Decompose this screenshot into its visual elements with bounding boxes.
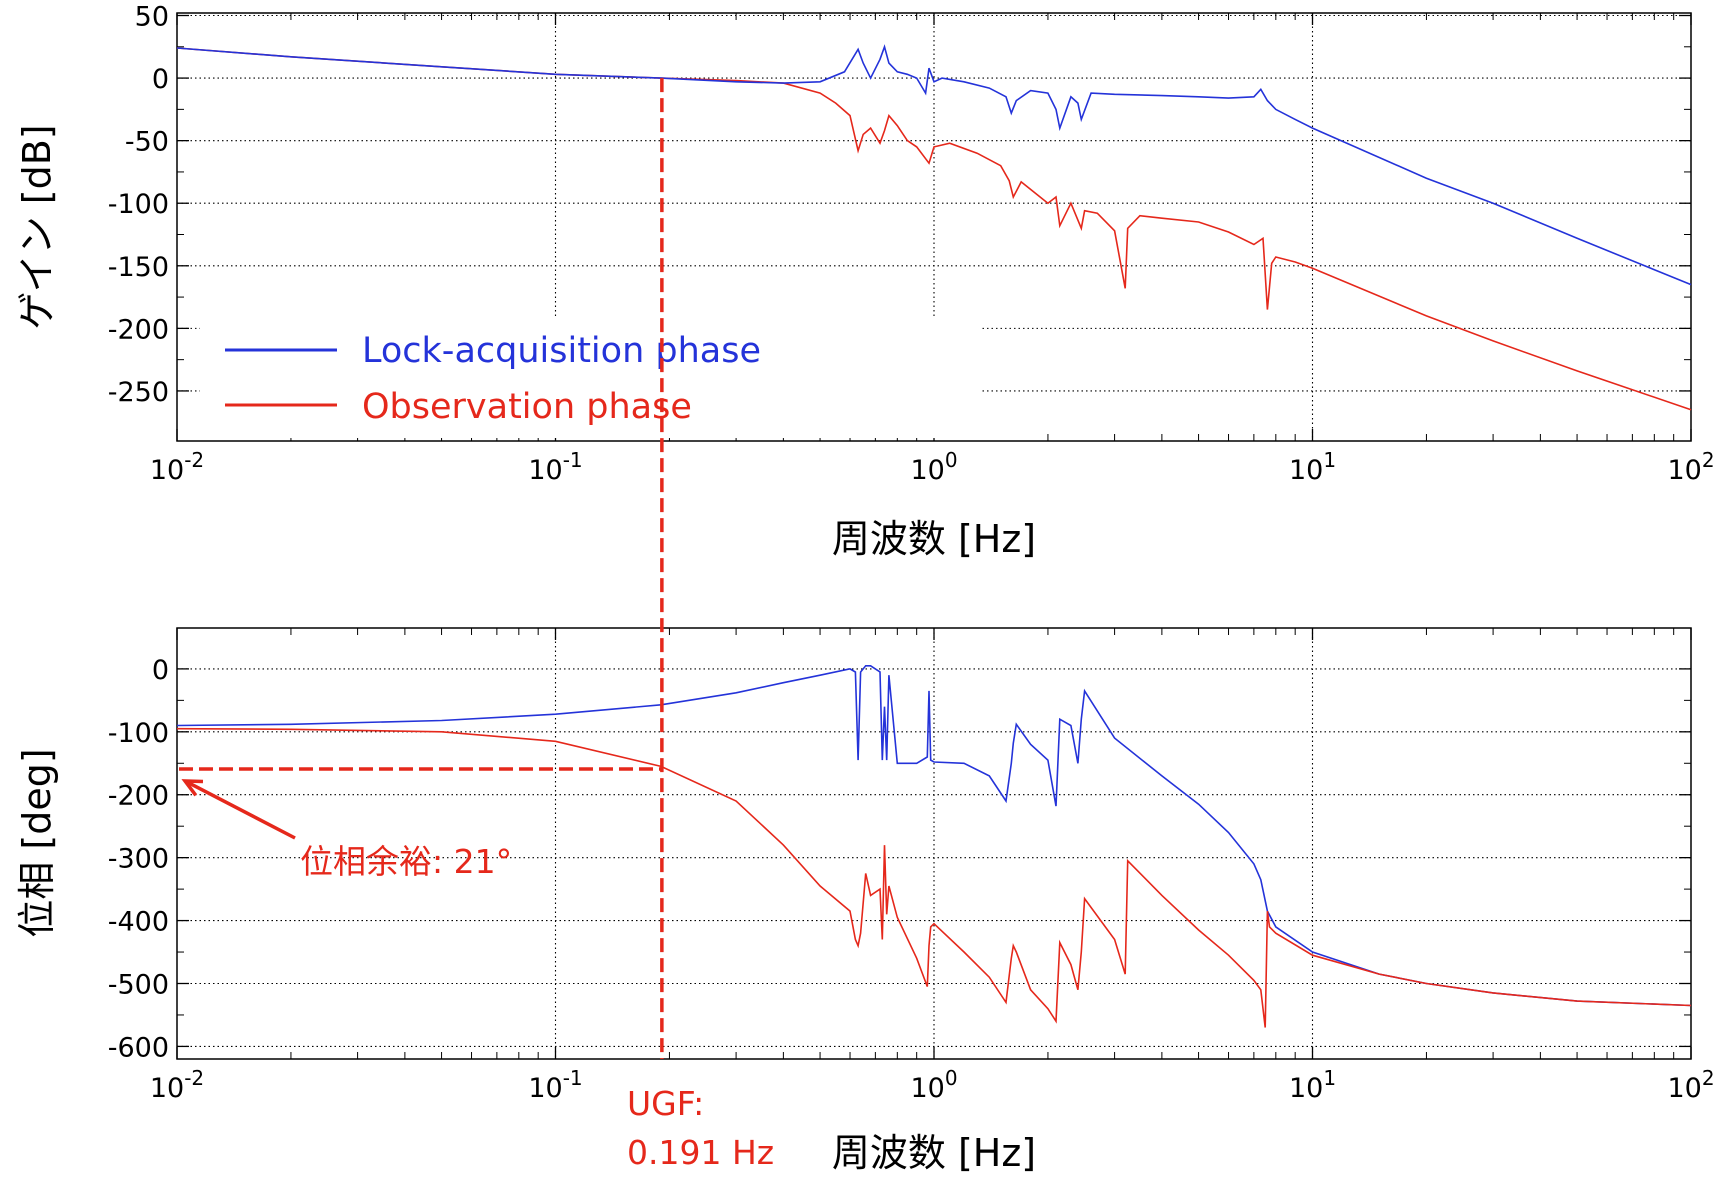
x-tick-label: 102 (1667, 1066, 1714, 1104)
gain-y-axis-label: ゲイン [dB] (15, 124, 59, 329)
x-tick-label: 10-1 (528, 448, 582, 486)
y-tick-label: -100 (108, 718, 169, 749)
phase-series-lock-acquisition-line (176, 665, 1692, 1007)
gain-series-lock-acquisition-line (176, 44, 1692, 286)
y-tick-label: -100 (108, 189, 169, 220)
gain-panel: 50 0 -50 -100 -150 -200 -250 10-2 10-1 100 101 102… (15, 2, 1715, 561)
phase-margin-arrow-head (181, 779, 204, 797)
ugf-label-line-2: 0.191 Hz (627, 1133, 774, 1172)
phase-lines (176, 665, 1692, 1028)
ugf-label-line-1: UGF: (627, 1084, 704, 1123)
x-tick-label: 10-1 (528, 1066, 582, 1104)
phase-grid (177, 628, 1691, 1059)
y-tick-label: -250 (108, 377, 169, 408)
y-tick-label: -150 (108, 252, 169, 283)
phase-margin-label: 位相余裕: 21° (300, 842, 512, 881)
annotations: 位相余裕: 21° UGF: 0.191 Hz (179, 78, 774, 1172)
y-tick-label: -600 (108, 1032, 169, 1063)
x-tick-label: 101 (1289, 448, 1336, 486)
y-tick-label: -50 (125, 127, 169, 158)
gain-x-axis-label: 周波数 [Hz] (832, 517, 1036, 561)
phase-x-tick-labels: 10-2 10-1 100 101 102 (150, 1066, 1715, 1104)
x-tick-label: 100 (910, 1066, 957, 1104)
y-tick-label: 0 (152, 655, 169, 686)
phase-y-tick-labels: 0 -100 -200 -300 -400 -500 -600 (108, 655, 169, 1064)
phase-series-observation-line (176, 727, 1692, 1028)
phase-panel: 0 -100 -200 -300 -400 -500 -600 10-2 10-1 100 101… (15, 627, 1715, 1175)
y-tick-label: -200 (108, 781, 169, 812)
y-tick-label: -500 (108, 969, 169, 1000)
gain-legend: Lock-acquisition phase Observation phase (225, 331, 761, 427)
gain-series-observation-line (176, 47, 1692, 411)
phase-y-axis-label: 位相 [deg] (15, 748, 59, 937)
phase-x-axis-label: 周波数 [Hz] (832, 1131, 1036, 1175)
y-tick-label: -200 (108, 314, 169, 345)
x-tick-label: 10-2 (150, 448, 204, 486)
phase-margin-arrow-line (184, 779, 296, 840)
gain-x-tick-labels: 10-2 10-1 100 101 102 (150, 448, 1715, 486)
x-tick-label: 10-2 (150, 1066, 204, 1104)
x-tick-label: 100 (910, 448, 957, 486)
legend-obs-label: Observation phase (362, 387, 692, 427)
x-tick-label: 101 (1289, 1066, 1336, 1104)
legend-lock-label: Lock-acquisition phase (362, 331, 761, 371)
y-tick-label: 50 (135, 2, 169, 33)
gain-legend-box (200, 318, 980, 438)
gain-y-tick-labels: 50 0 -50 -100 -150 -200 -250 (108, 2, 169, 408)
y-tick-label: 0 (152, 64, 169, 95)
phase-minor-ticks (176, 628, 1692, 1059)
x-tick-label: 102 (1667, 448, 1714, 486)
gain-minor-ticks (176, 13, 1692, 441)
y-tick-label: -300 (108, 844, 169, 875)
gain-lines (176, 44, 1692, 411)
y-tick-label: -400 (108, 907, 169, 938)
